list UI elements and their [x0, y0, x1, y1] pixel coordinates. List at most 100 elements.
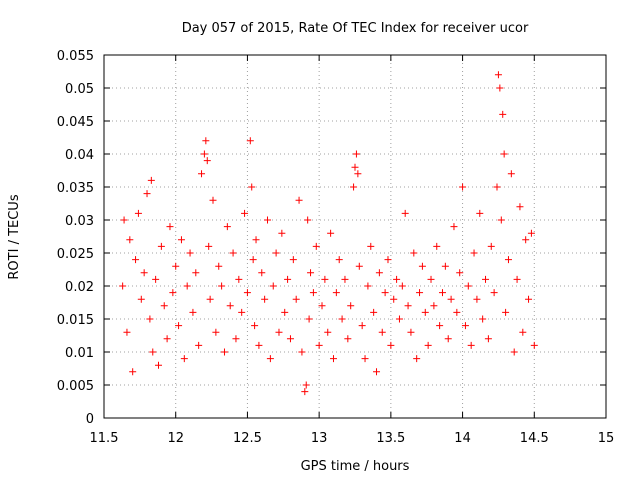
data-point — [160, 302, 168, 310]
data-point — [461, 322, 469, 330]
data-points — [119, 71, 538, 396]
data-point — [395, 315, 403, 323]
grid-lines — [104, 55, 606, 418]
data-point — [476, 209, 484, 217]
data-point — [286, 335, 294, 343]
y-tick-label: 0.03 — [65, 214, 94, 229]
data-point — [235, 275, 243, 283]
data-point — [258, 269, 266, 277]
data-point — [172, 262, 180, 270]
data-point — [436, 322, 444, 330]
data-point — [157, 242, 165, 250]
data-point — [281, 308, 289, 316]
data-point — [447, 295, 455, 303]
data-point — [401, 209, 409, 217]
axis-ticks: 11.5 12 12.5 13 13.5 14 14.5 15 0 0.005 0.01 0.015 0… — [57, 49, 614, 446]
data-point — [298, 348, 306, 356]
data-point — [393, 275, 401, 283]
data-point — [497, 216, 505, 224]
data-point — [220, 348, 228, 356]
x-tick-label: 14 — [454, 431, 471, 446]
data-point — [119, 282, 127, 290]
data-point — [126, 236, 134, 244]
plot-frame — [103, 54, 607, 419]
data-point — [384, 256, 392, 264]
data-point — [169, 289, 177, 297]
data-point — [129, 368, 137, 376]
data-point — [200, 150, 208, 158]
data-point — [177, 236, 185, 244]
data-point — [241, 209, 249, 217]
data-point — [232, 335, 240, 343]
y-tick-label: 0.025 — [57, 247, 94, 262]
data-point — [163, 335, 171, 343]
data-point — [143, 190, 151, 198]
data-point — [248, 183, 256, 191]
data-point — [289, 256, 297, 264]
data-point — [238, 308, 246, 316]
data-point — [500, 150, 508, 158]
data-point — [350, 183, 358, 191]
data-point — [278, 229, 286, 237]
data-point — [438, 289, 446, 297]
data-point — [441, 262, 449, 270]
data-point — [519, 328, 527, 336]
x-tick-label: 12.5 — [233, 431, 262, 446]
chart-title: Day 057 of 2015, Rate Of TEC Index for r… — [182, 21, 529, 36]
data-point — [404, 302, 412, 310]
data-point — [186, 249, 194, 257]
data-point — [381, 289, 389, 297]
data-point — [243, 289, 251, 297]
data-point — [180, 355, 188, 363]
data-point — [510, 348, 518, 356]
data-point — [355, 262, 363, 270]
data-point — [507, 170, 515, 178]
data-point — [499, 110, 507, 118]
data-point — [305, 315, 313, 323]
data-point — [147, 176, 155, 184]
data-point — [175, 322, 183, 330]
data-point — [198, 170, 206, 178]
data-point — [275, 328, 283, 336]
data-point — [530, 341, 538, 349]
data-point — [269, 282, 277, 290]
data-point — [137, 295, 145, 303]
data-point — [418, 262, 426, 270]
y-tick-label: 0.015 — [57, 313, 94, 328]
x-tick-label: 13 — [311, 431, 328, 446]
data-point — [370, 308, 378, 316]
y-tick-label: 0.02 — [65, 280, 94, 295]
data-point — [459, 183, 467, 191]
data-point — [496, 84, 504, 92]
data-point — [347, 302, 355, 310]
y-tick-label: 0.035 — [57, 181, 94, 196]
data-point — [494, 71, 502, 79]
data-point — [407, 328, 415, 336]
data-point — [430, 302, 438, 310]
data-point — [329, 355, 337, 363]
data-point — [155, 361, 163, 369]
y-tick-label: 0.04 — [65, 148, 94, 163]
data-point — [318, 302, 326, 310]
data-point — [424, 341, 432, 349]
data-point — [205, 242, 213, 250]
data-point — [416, 289, 424, 297]
data-point — [226, 302, 234, 310]
data-point — [252, 236, 260, 244]
data-point — [502, 308, 510, 316]
data-point — [375, 269, 383, 277]
data-point — [223, 223, 231, 231]
data-point — [450, 223, 458, 231]
data-point — [513, 275, 521, 283]
data-point — [332, 289, 340, 297]
data-point — [321, 275, 329, 283]
data-point — [484, 335, 492, 343]
data-point — [373, 368, 381, 376]
data-point — [209, 196, 217, 204]
data-point — [427, 275, 435, 283]
data-point — [266, 355, 274, 363]
data-point — [307, 269, 315, 277]
data-point — [413, 355, 421, 363]
data-point — [206, 295, 214, 303]
